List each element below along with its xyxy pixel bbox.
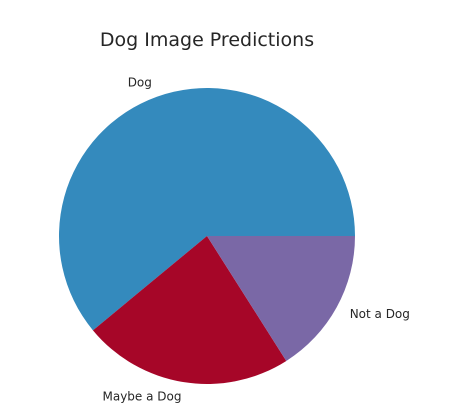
pie-slice-dog bbox=[59, 88, 356, 331]
pie-slice-maybe-a-dog bbox=[92, 236, 287, 385]
pie-label-maybe-a-dog: Maybe a Dog bbox=[103, 389, 182, 403]
pie-label-dog: Dog bbox=[128, 75, 152, 89]
pie-slices bbox=[59, 88, 356, 385]
pie-slice-not-a-dog bbox=[207, 236, 355, 361]
pie-labels: Dog Maybe a Dog Not a Dog bbox=[103, 75, 410, 403]
pie-label-not-a-dog: Not a Dog bbox=[350, 307, 410, 321]
chart-title: Dog Image Predictions bbox=[100, 29, 314, 51]
